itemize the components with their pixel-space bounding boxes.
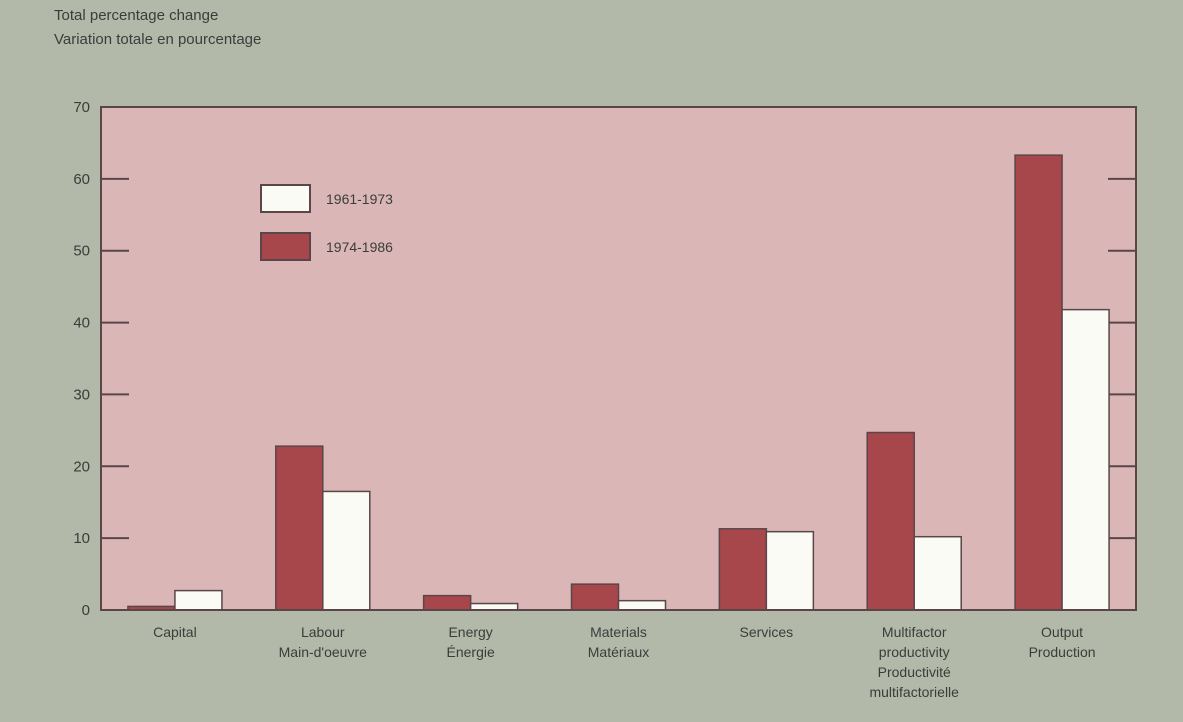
bar-1961-1973: [617, 599, 667, 611]
y-tick-label: 0: [82, 602, 90, 619]
bar-1974-1986: [866, 431, 915, 611]
x-category-label: Labour: [301, 624, 345, 640]
legend-swatch-1961-1973: [260, 184, 311, 213]
y-tick-label: 60: [73, 171, 90, 188]
bar-1961-1973: [913, 535, 962, 611]
y-tick-label: 10: [73, 530, 90, 547]
y-axis-label: Total percentage change: [54, 7, 218, 24]
bar-1961-1973: [322, 490, 371, 611]
x-category-label: Matériaux: [588, 644, 649, 660]
y-tick-label: 20: [73, 458, 90, 475]
bar-1961-1973: [174, 589, 223, 611]
legend-label: 1961-1973: [326, 191, 393, 207]
y-tick-label: 70: [73, 99, 90, 116]
plot-area: [101, 107, 1136, 610]
bar-1974-1986: [1014, 154, 1063, 611]
x-category-label: Output: [1041, 624, 1083, 640]
y-tick-label: 50: [73, 243, 90, 260]
legend-swatch-1974-1986: [260, 232, 311, 261]
y-axis-label: Variation totale en pourcentage: [54, 31, 261, 48]
plot-border: [100, 106, 1137, 611]
x-category-label: Capital: [153, 624, 197, 640]
bar-1974-1986: [570, 583, 620, 611]
y-tick-label: 40: [73, 315, 90, 332]
x-category-label: productivity: [879, 644, 950, 660]
x-category-label: multifactorielle: [869, 684, 959, 700]
bar-1974-1986: [422, 594, 472, 611]
x-category-label: Materials: [590, 624, 647, 640]
x-category-label: Production: [1029, 644, 1096, 660]
x-category-label: Multifactor: [882, 624, 947, 640]
bar-1961-1973: [1061, 308, 1110, 611]
x-category-label: Services: [740, 624, 794, 640]
x-category-label: Main-d'oeuvre: [279, 644, 367, 660]
y-tick-label: 30: [73, 386, 90, 403]
bar-1974-1986: [275, 445, 324, 611]
x-category-label: Energy: [448, 624, 492, 640]
legend-label: 1974-1986: [326, 239, 393, 255]
x-category-label: Énergie: [447, 644, 495, 660]
bar-1961-1973: [765, 530, 815, 611]
bar-1974-1986: [718, 528, 768, 611]
x-category-label: Productivité: [878, 664, 951, 680]
